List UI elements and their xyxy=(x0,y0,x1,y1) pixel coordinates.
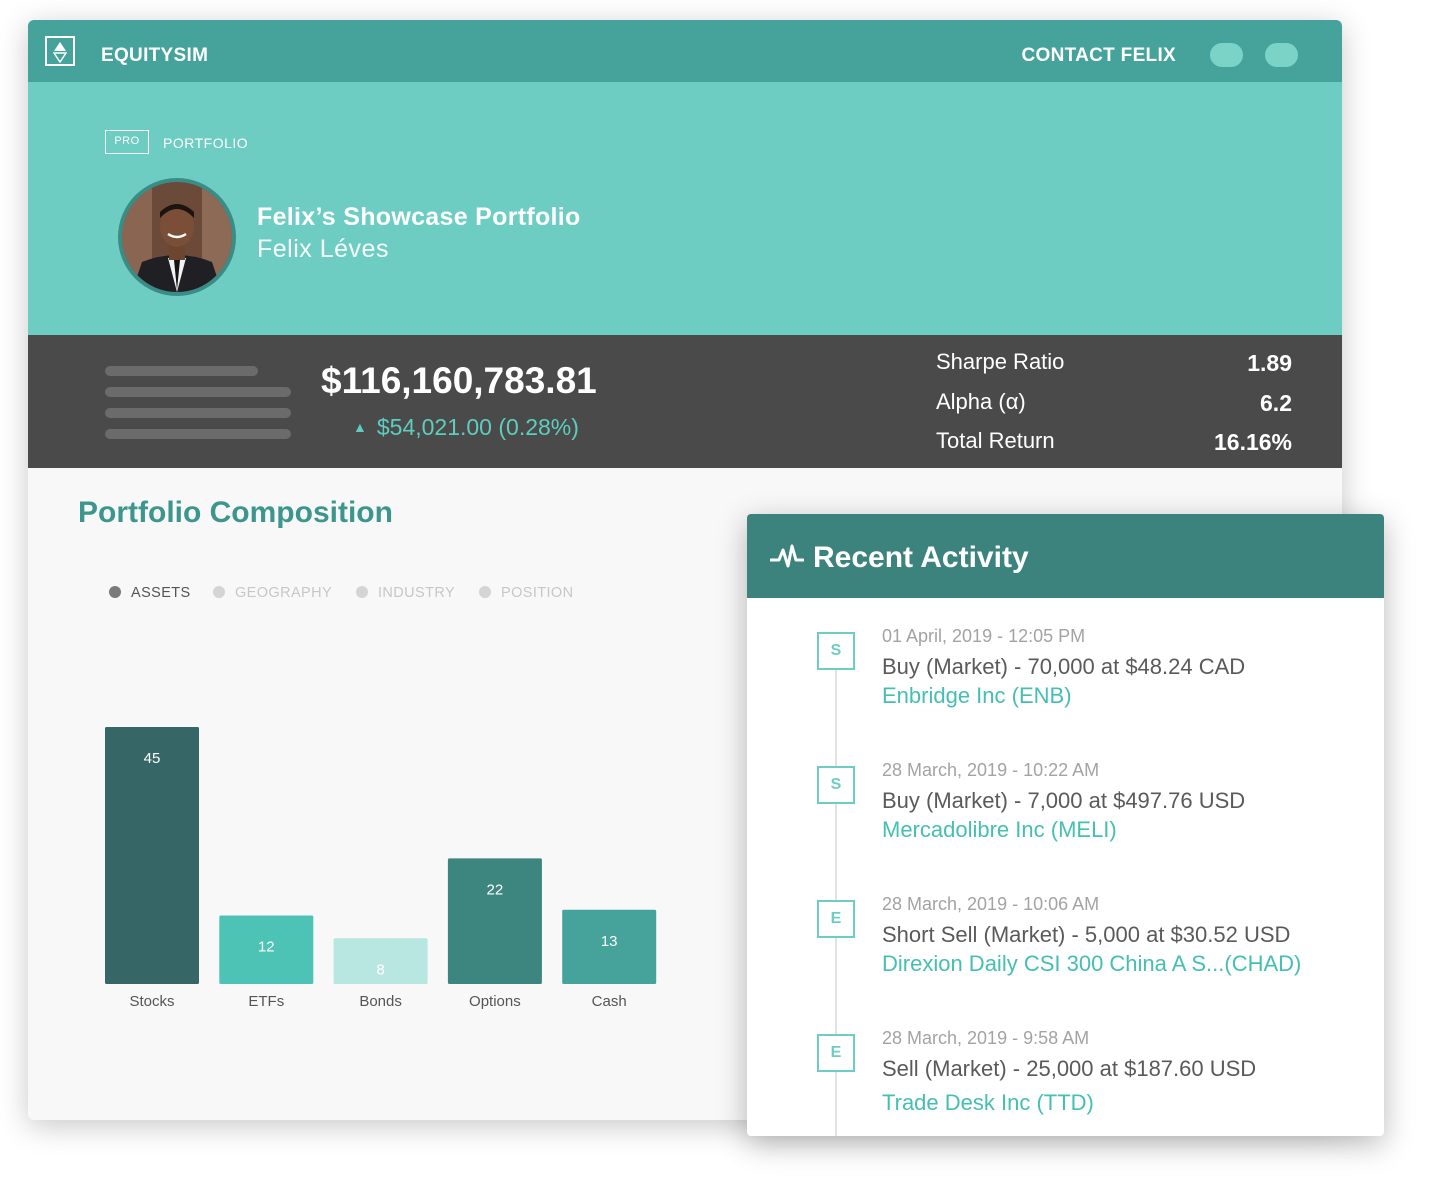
bar-bonds[interactable] xyxy=(333,938,428,984)
portfolio-hero: PRO PORTFOLIO Felix’s Showcase xyxy=(28,82,1342,335)
activity-date: 28 March, 2019 - 10:06 AM xyxy=(882,894,1100,914)
contact-felix-link[interactable]: CONTACT FELIX xyxy=(1021,45,1176,66)
activity-description: Buy (Market) - 7,000 at $497.76 USD xyxy=(882,788,1246,813)
avatar xyxy=(118,178,236,296)
bar-options[interactable] xyxy=(447,858,542,984)
category-label: Bonds xyxy=(359,993,402,1010)
security-type-badge: E xyxy=(817,1034,855,1072)
activity-description: Buy (Market) - 70,000 at $48.24 CAD xyxy=(882,654,1246,679)
bar-value-label: 13 xyxy=(601,933,618,950)
security-link[interactable]: Enbridge Inc (ENB) xyxy=(882,683,1072,708)
placeholder-line xyxy=(105,429,291,439)
activity-item[interactable]: E 28 March, 2019 - 10:06 AM Short Sell (… xyxy=(747,894,1384,1010)
metric-value-sharpe: 1.89 xyxy=(1247,350,1292,376)
bar-value-label: 8 xyxy=(376,961,384,978)
bar-value-label: 12 xyxy=(258,938,275,955)
activity-date: 01 April, 2019 - 12:05 PM xyxy=(882,626,1086,646)
portfolio-value: $116,160,783.81 xyxy=(321,360,597,401)
activity-description: Short Sell (Market) - 5,000 at $30.52 US… xyxy=(882,922,1291,947)
security-type-badge: S xyxy=(817,766,855,804)
bar-value-label: 22 xyxy=(487,881,504,898)
tab-label: ASSETS xyxy=(131,585,191,601)
activity-description: Sell (Market) - 25,000 at $187.60 USD xyxy=(882,1056,1257,1081)
brand-name[interactable]: EQUITYSIM xyxy=(101,45,209,66)
category-label: Stocks xyxy=(129,993,174,1010)
metric-value-total-return: 16.16% xyxy=(1213,429,1292,455)
bar-value-label: 45 xyxy=(144,750,161,767)
activity-header: Recent Activity xyxy=(747,514,1384,598)
placeholder-line xyxy=(105,366,258,376)
metric-value-alpha: 6.2 xyxy=(1260,390,1292,416)
portfolio-owner: Felix Léves xyxy=(257,235,389,263)
activity-date: 28 March, 2019 - 10:22 AM xyxy=(882,760,1100,780)
bar-etfs[interactable] xyxy=(219,915,314,984)
category-label: Cash xyxy=(592,993,627,1010)
tab-dot-icon xyxy=(213,586,225,598)
breadcrumb: PORTFOLIO xyxy=(163,135,249,151)
timeline-line xyxy=(835,644,837,1136)
pulse-icon xyxy=(770,544,804,568)
metric-label-total-return: Total Return xyxy=(936,428,1055,453)
composition-title: Portfolio Composition xyxy=(78,496,393,529)
tab-dot-icon xyxy=(479,586,491,598)
tab-label: GEOGRAPHY xyxy=(235,585,333,601)
tab-geography[interactable]: GEOGRAPHY xyxy=(213,585,332,601)
tab-position[interactable]: POSITION xyxy=(479,585,574,601)
security-type-badge: S xyxy=(817,632,855,670)
equitysim-logo-icon[interactable] xyxy=(45,36,75,66)
portfolio-title: Felix’s Showcase Portfolio xyxy=(257,203,581,231)
change-value: $54,021.00 (0.28%) xyxy=(376,414,579,440)
activity-item[interactable]: S 01 April, 2019 - 12:05 PM Buy (Market)… xyxy=(747,626,1384,742)
activity-title: Recent Activity xyxy=(813,541,1029,574)
metric-label-sharpe: Sharpe Ratio xyxy=(936,349,1065,374)
tab-industry[interactable]: INDUSTRY xyxy=(356,585,455,601)
header-toggle-2[interactable] xyxy=(1265,43,1298,67)
activity-item[interactable]: E 28 March, 2019 - 9:58 AM Sell (Market)… xyxy=(747,1028,1384,1136)
category-label: ETFs xyxy=(248,993,284,1010)
tab-dot-icon xyxy=(356,586,368,598)
activity-date: 28 March, 2019 - 9:58 AM xyxy=(882,1028,1090,1048)
activity-item[interactable]: S 28 March, 2019 - 10:22 AM Buy (Market)… xyxy=(747,760,1384,876)
pro-badge: PRO xyxy=(105,130,149,154)
tab-label: INDUSTRY xyxy=(378,585,456,601)
metric-label-alpha: Alpha (α) xyxy=(936,389,1026,414)
category-label: Options xyxy=(469,993,521,1010)
bar-stocks[interactable] xyxy=(105,727,199,984)
recent-activity-panel: Recent Activity S 01 April, 2019 - 12:05… xyxy=(747,514,1384,1136)
placeholder-line xyxy=(105,408,291,418)
tab-label: POSITION xyxy=(501,585,574,601)
security-type-badge: E xyxy=(817,900,855,938)
header-toggle-1[interactable] xyxy=(1210,43,1243,67)
portfolio-change: ▲ $54,021.00 (0.28%) xyxy=(353,414,579,441)
top-bar: EQUITYSIM CONTACT FELIX xyxy=(28,20,1342,82)
tab-dot-icon xyxy=(109,586,121,598)
bar-cash[interactable] xyxy=(562,909,657,984)
tab-assets[interactable]: ASSETS xyxy=(109,585,191,601)
security-link[interactable]: Trade Desk Inc (TTD) xyxy=(882,1090,1094,1115)
security-link[interactable]: Mercadolibre Inc (MELI) xyxy=(882,817,1117,842)
portfolio-stats-bar: $116,160,783.81 ▲ $54,021.00 (0.28%) Shar… xyxy=(28,335,1342,468)
security-link[interactable]: Direxion Daily CSI 300 China A S...(CHAD… xyxy=(882,951,1302,976)
placeholder-line xyxy=(105,387,291,397)
asset-bar-chart: 45 Stocks 12 ETFs 8 Bonds 22 Options 13 Cash xyxy=(105,727,657,1010)
up-arrow-icon: ▲ xyxy=(353,419,367,435)
